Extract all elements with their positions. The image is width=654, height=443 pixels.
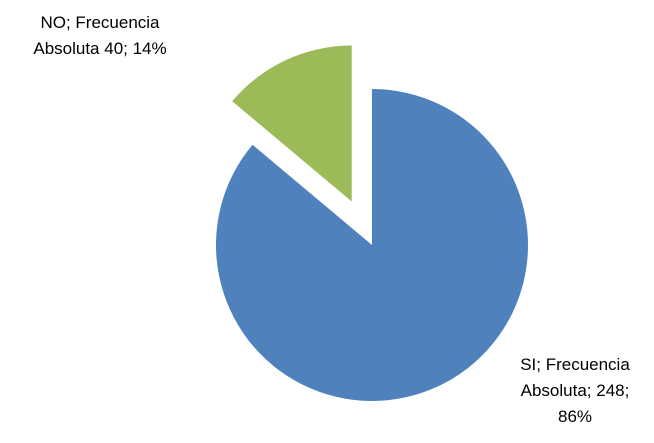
pie-slice xyxy=(232,45,352,202)
data-label: SI; Frecuencia Absoluta; 248; 86% xyxy=(520,355,630,426)
data-label: NO; Frecuencia Absoluta 40; 14% xyxy=(33,13,166,58)
pie-slice xyxy=(215,89,528,401)
